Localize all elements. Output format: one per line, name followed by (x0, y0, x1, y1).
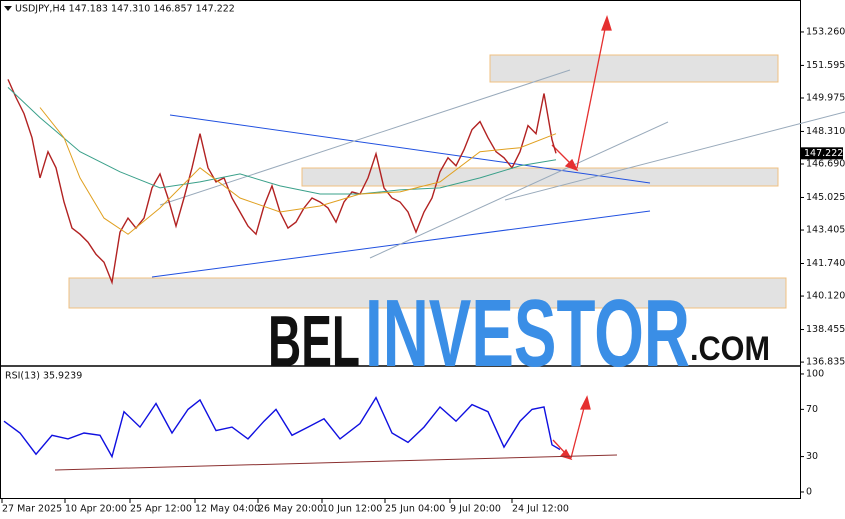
y-tick-label: 148.310 (806, 126, 845, 137)
y-tick-label: 145.025 (806, 192, 845, 203)
series-line (3, 396, 561, 459)
x-tick-label: 25 Apr 12:00 (130, 504, 192, 515)
watermark: INVESTOR (365, 280, 690, 387)
trendline (169, 114, 651, 184)
x-tick-label: 27 Mar 2025 (2, 504, 62, 515)
y-tick-label: 100 (806, 368, 824, 379)
y-tick-label: 0 (806, 486, 812, 497)
series-line (7, 79, 557, 286)
channel-line (504, 111, 845, 201)
collapse-icon[interactable] (4, 6, 12, 11)
rsi-trendline (54, 454, 618, 471)
y-tick-label: 146.690 (806, 159, 845, 170)
series-line (39, 107, 557, 235)
x-tick-label: 9 Jul 20:00 (450, 504, 501, 515)
y-tick-label: 149.975 (806, 92, 845, 103)
y-tick-label: 140.120 (806, 291, 845, 302)
channel-line (369, 121, 669, 259)
price-tag-label: 147.222 (804, 148, 843, 159)
series-line (7, 87, 557, 195)
indicator-header: RSI(13) 35.9239 (5, 371, 82, 382)
x-tick-label: 24 Jul 12:00 (512, 504, 569, 515)
x-tick-label: 10 Jun 12:00 (322, 504, 382, 515)
y-tick-label: 151.595 (806, 60, 845, 71)
symbol-header: USDJPY,H4 147.183 147.310 146.857 147.22… (15, 4, 235, 15)
zone (301, 167, 779, 187)
y-tick-label: 70 (806, 404, 818, 415)
x-tick-label: 12 May 04:00 (195, 504, 260, 515)
y-tick-label: 143.405 (806, 225, 845, 236)
channel-line (159, 69, 571, 206)
x-tick-label: 25 Jun 04:00 (385, 504, 445, 515)
x-tick-label: 26 May 20:00 (258, 504, 323, 515)
zone (68, 277, 787, 309)
y-tick-label: 153.260 (806, 26, 845, 37)
y-tick-label: 30 (806, 451, 818, 462)
y-tick-label: 136.835 (806, 357, 845, 368)
x-tick-label: 10 Apr 20:00 (65, 504, 127, 515)
y-tick-label: 141.740 (806, 258, 845, 269)
watermark: BEL (268, 302, 360, 382)
price-tag (801, 147, 843, 160)
frame (0, 0, 801, 499)
y-tick-label: 138.455 (806, 324, 845, 335)
zone (489, 54, 779, 83)
watermark: .COM (690, 330, 770, 368)
